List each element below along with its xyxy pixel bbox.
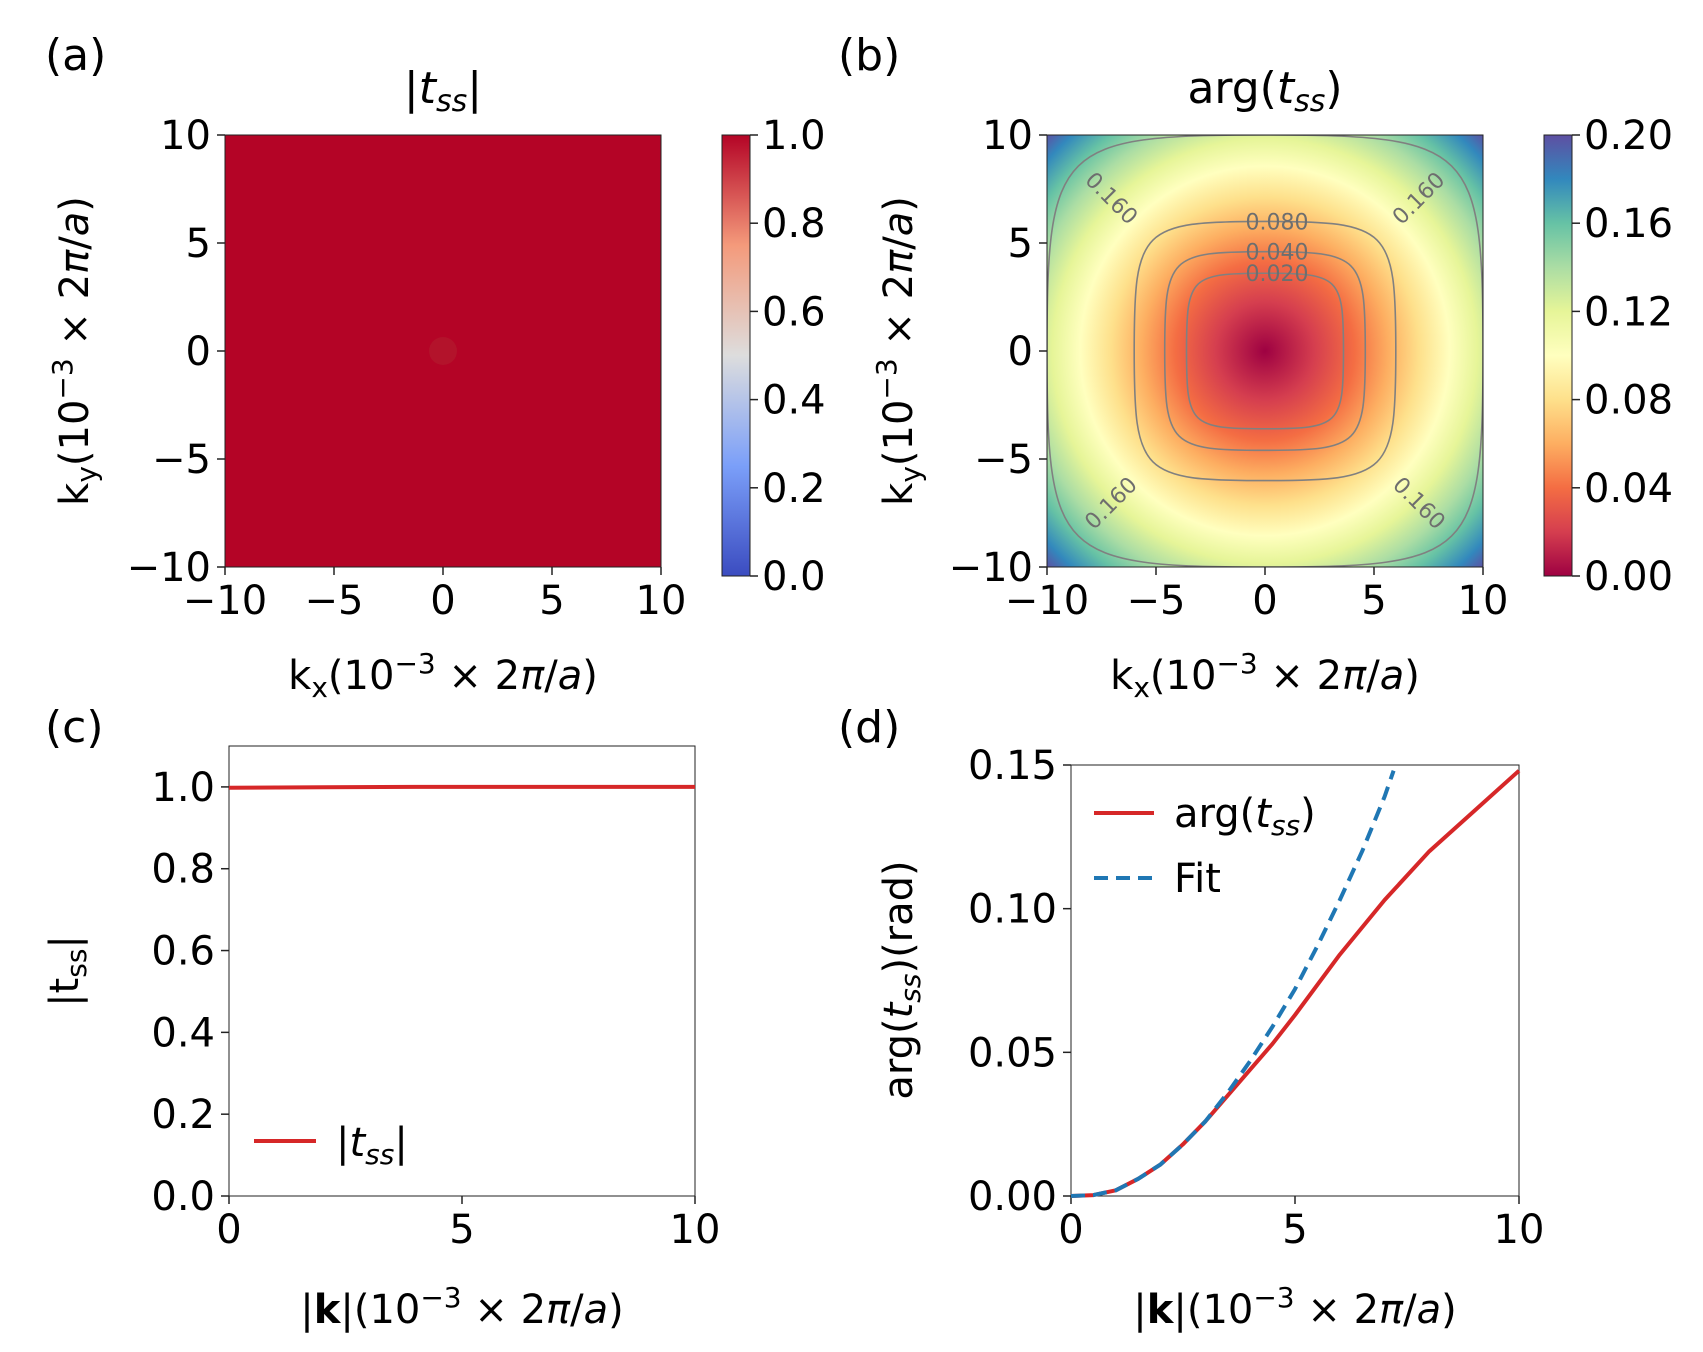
y-ticks: 0.0 0.2 0.4 0.6 0.8 1.0 bbox=[151, 765, 229, 1220]
y-ticks: 0.00 0.05 0.10 0.15 bbox=[968, 743, 1071, 1220]
a-cbtick-label: 0.6 bbox=[762, 289, 826, 335]
d-ytick-label: 0.05 bbox=[968, 1030, 1057, 1076]
a-ytick-label: 10 bbox=[160, 113, 211, 159]
x-axis-label: kx(10−3 × 2π/a) bbox=[1110, 647, 1420, 704]
colorbar-ticks: 0.00 0.04 0.08 0.12 0.16 0.20 bbox=[1572, 113, 1673, 600]
heatmap-field bbox=[1047, 135, 1483, 567]
y-axis-label: |tss| bbox=[42, 935, 93, 1007]
a-ytick-label: 0 bbox=[186, 329, 211, 375]
a-xtick-label: 10 bbox=[636, 578, 687, 624]
c-xtick-label: 0 bbox=[216, 1207, 241, 1253]
contour-line bbox=[1163, 250, 1367, 452]
d-ytick-label: 0.10 bbox=[968, 887, 1057, 933]
b-xtick-label: −5 bbox=[1127, 578, 1186, 624]
b-cbtick-label: 0.16 bbox=[1584, 201, 1673, 247]
b-ytick-label: 0 bbox=[1008, 329, 1033, 375]
series-group bbox=[228, 784, 695, 790]
panel-c-label: (c) bbox=[45, 702, 104, 753]
a-xtick-label: −10 bbox=[183, 578, 267, 624]
series-line-0 bbox=[228, 784, 695, 790]
contour-line bbox=[1047, 135, 1483, 567]
panel-a: (a) |tss| −10 −5 0 5 10 −10 −5 0 5 10 kx(10−3 × … bbox=[45, 30, 826, 704]
y-axis-label: ky(10−3 × 2π/a) bbox=[46, 196, 103, 506]
c-ytick-label: 0.8 bbox=[151, 847, 215, 893]
d-xtick-label: 0 bbox=[1058, 1207, 1083, 1253]
series-group bbox=[1070, 769, 1521, 1198]
panel-c: (c) 0 5 10 0.0 0.2 0.4 0.6 0.8 1.0 |tss| |k|(10… bbox=[42, 702, 720, 1333]
c-ytick-label: 0.0 bbox=[151, 1174, 215, 1220]
legend-label-arg: arg(tss) bbox=[1174, 791, 1316, 842]
colorbar-ticks: 0.0 0.2 0.4 0.6 0.8 1.0 bbox=[750, 113, 826, 600]
contour-label: 0.080 bbox=[1246, 210, 1309, 235]
b-xtick-label: −10 bbox=[1005, 578, 1089, 624]
b-xtick-label: 5 bbox=[1361, 578, 1386, 624]
colorbar bbox=[721, 134, 751, 577]
a-cbtick-label: 0.8 bbox=[762, 201, 826, 247]
a-xtick-label: 5 bbox=[539, 578, 564, 624]
b-xtick-label: 10 bbox=[1458, 578, 1509, 624]
legend-label-fit: Fit bbox=[1174, 856, 1221, 902]
x-axis-label: |k|(10−3 × 2π/a) bbox=[1133, 1281, 1456, 1333]
c-xtick-label: 10 bbox=[670, 1207, 721, 1253]
plot-frame bbox=[228, 745, 696, 1197]
a-ytick-label: −5 bbox=[152, 437, 211, 483]
contour-line bbox=[1133, 220, 1397, 482]
b-cbtick-label: 0.04 bbox=[1584, 466, 1673, 512]
y-axis-label: ky(10−3 × 2π/a) bbox=[870, 196, 927, 506]
d-xtick-label: 5 bbox=[1282, 1207, 1307, 1253]
d-ytick-label: 0.15 bbox=[968, 743, 1057, 789]
panel-b-title: arg(tss) bbox=[1187, 63, 1342, 119]
series-line-1 bbox=[1070, 770, 1396, 1198]
panel-d-label: (d) bbox=[838, 702, 900, 753]
b-ytick-label: 5 bbox=[1008, 221, 1033, 267]
x-ticks: −10 −5 0 5 10 bbox=[1005, 567, 1509, 624]
y-axis-label: arg(tss)(rad) bbox=[876, 860, 927, 1099]
x-ticks: −10 −5 0 5 10 bbox=[183, 567, 687, 624]
a-cbtick-label: 1.0 bbox=[762, 113, 826, 159]
y-ticks: −10 −5 0 5 10 bbox=[949, 113, 1047, 591]
c-ytick-label: 1.0 bbox=[151, 765, 215, 811]
contour-label: 0.020 bbox=[1246, 262, 1309, 287]
heatmap-center-spot bbox=[429, 337, 457, 365]
x-ticks: 0 5 10 bbox=[1058, 1196, 1544, 1253]
b-ytick-label: −5 bbox=[974, 437, 1033, 483]
a-ytick-label: 5 bbox=[186, 221, 211, 267]
panel-a-label: (a) bbox=[45, 30, 106, 81]
b-xtick-label: 0 bbox=[1252, 578, 1277, 624]
b-ytick-label: −10 bbox=[949, 545, 1033, 591]
y-ticks: −10 −5 0 5 10 bbox=[127, 113, 225, 591]
b-cbtick-label: 0.08 bbox=[1584, 378, 1673, 424]
d-xtick-label: 10 bbox=[1494, 1207, 1545, 1253]
x-axis-label: kx(10−3 × 2π/a) bbox=[288, 647, 598, 704]
d-ytick-label: 0.00 bbox=[968, 1174, 1057, 1220]
panel-a-title: |tss| bbox=[404, 63, 482, 119]
contour-label: 0.040 bbox=[1246, 241, 1309, 266]
a-cbtick-label: 0.4 bbox=[762, 378, 826, 424]
colorbar bbox=[1543, 134, 1573, 577]
b-cbtick-label: 0.12 bbox=[1584, 289, 1673, 335]
c-ytick-label: 0.6 bbox=[151, 929, 215, 975]
c-ytick-label: 0.2 bbox=[151, 1092, 215, 1138]
c-xtick-label: 5 bbox=[449, 1207, 474, 1253]
contour-line bbox=[1185, 272, 1345, 430]
x-axis-label: |k|(10−3 × 2π/a) bbox=[300, 1281, 623, 1333]
a-ytick-label: −10 bbox=[127, 545, 211, 591]
a-xtick-label: 0 bbox=[430, 578, 455, 624]
panel-d: (d) 0 5 10 0.00 0.05 0.10 0.15 arg(tss) Fit |… bbox=[838, 702, 1544, 1333]
x-ticks: 0 5 10 bbox=[216, 1196, 720, 1253]
a-cbtick-label: 0.0 bbox=[762, 554, 826, 600]
panel-b-label: (b) bbox=[838, 30, 900, 81]
b-cbtick-label: 0.20 bbox=[1584, 113, 1673, 159]
a-cbtick-label: 0.2 bbox=[762, 466, 826, 512]
c-ytick-label: 0.4 bbox=[151, 1010, 215, 1056]
b-cbtick-label: 0.00 bbox=[1584, 554, 1673, 600]
a-xtick-label: −5 bbox=[305, 578, 364, 624]
b-ytick-label: 10 bbox=[982, 113, 1033, 159]
